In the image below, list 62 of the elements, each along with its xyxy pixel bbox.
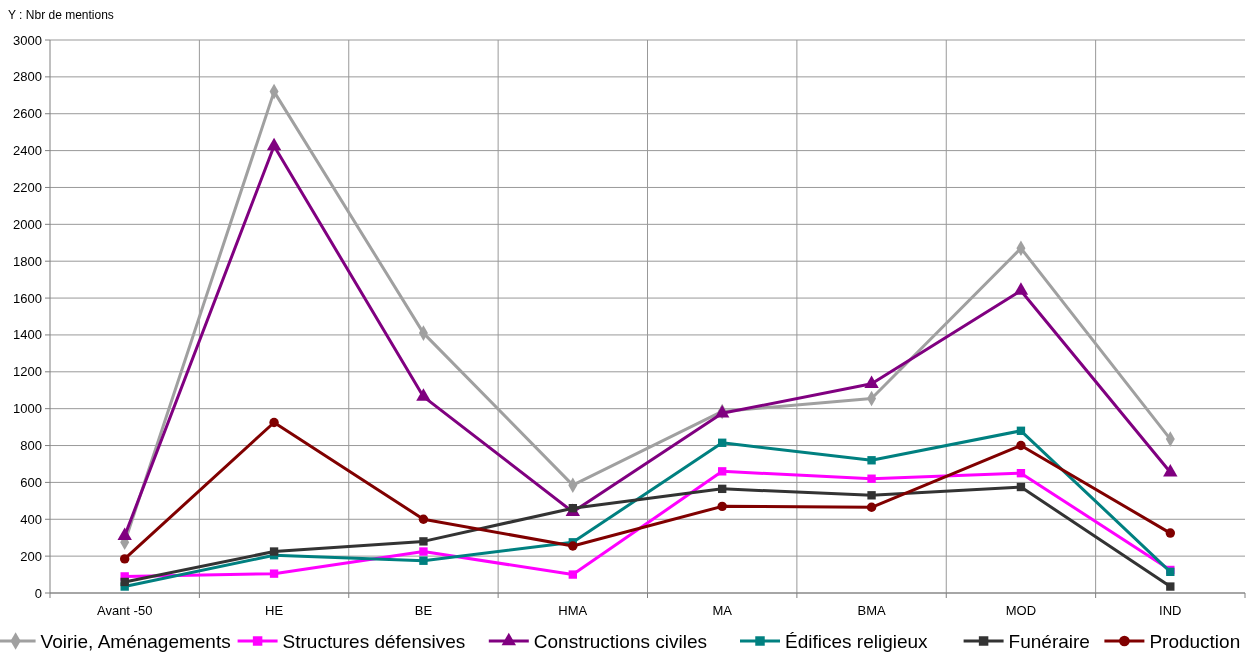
- point: [1165, 528, 1176, 538]
- x-tick-label: MA: [712, 603, 733, 618]
- y-tick-label: 2200: [13, 180, 42, 196]
- y-tick-label: 1200: [13, 364, 42, 380]
- point: [718, 467, 727, 476]
- y-tick-label: 600: [20, 474, 42, 490]
- point: [1016, 469, 1026, 478]
- point: [717, 501, 727, 512]
- x-tick-label: Avant -50: [96, 603, 153, 618]
- point: [419, 537, 428, 546]
- point: [1016, 482, 1026, 492]
- legend-label: Structures défensives: [282, 630, 466, 652]
- y-tick-label: 0: [34, 585, 42, 601]
- point: [1013, 282, 1029, 295]
- y-tick-label: 3000: [13, 32, 42, 48]
- legend-label: Constructions civiles: [533, 630, 707, 652]
- point: [866, 502, 877, 512]
- x-tick-label: HMA: [558, 603, 588, 618]
- y-tick-label: 1000: [13, 401, 42, 417]
- point: [867, 491, 876, 500]
- y-tick-label: 2600: [13, 106, 42, 122]
- point: [117, 527, 132, 541]
- point: [269, 417, 279, 428]
- point: [1016, 426, 1026, 435]
- y-tick-label: 200: [20, 548, 42, 564]
- legend-label: Funéraire: [1008, 630, 1090, 652]
- point: [718, 438, 727, 447]
- x-tick-label: BMA: [857, 603, 886, 618]
- point: [119, 554, 130, 564]
- point: [867, 474, 876, 483]
- point: [1016, 440, 1026, 451]
- point: [864, 375, 879, 388]
- y-tick-label: 1400: [13, 327, 42, 343]
- x-tick-label: HE: [265, 603, 284, 618]
- point: [718, 484, 727, 494]
- point: [568, 570, 577, 579]
- point: [418, 514, 429, 524]
- x-tick-label: IND: [1159, 603, 1182, 618]
- legend-label: Production: [1149, 630, 1241, 652]
- y-tick-label: 400: [20, 511, 42, 527]
- y-tick-label: 2800: [13, 69, 42, 85]
- point: [419, 547, 428, 556]
- point: [120, 577, 129, 587]
- point: [1166, 582, 1175, 591]
- point: [269, 569, 279, 578]
- point: [416, 388, 431, 401]
- y-tick-label: 1600: [13, 290, 42, 306]
- y-tick-label: 800: [20, 438, 42, 454]
- point: [1163, 463, 1178, 477]
- x-tick-label: BE: [414, 603, 433, 618]
- point: [419, 556, 428, 565]
- y-tick-label: 2400: [13, 143, 42, 159]
- y-axis-title: Y : Nbr de mentions: [8, 8, 114, 22]
- point: [568, 541, 578, 551]
- legend-label: Voirie, Aménagements: [40, 630, 231, 652]
- point: [269, 547, 279, 556]
- point: [867, 456, 876, 465]
- y-tick-label: 1800: [13, 253, 42, 269]
- point: [266, 137, 282, 151]
- legend-label: Édifices religieux: [785, 630, 929, 652]
- x-tick-label: MOD: [1005, 603, 1037, 618]
- y-tick-label: 2000: [13, 216, 42, 232]
